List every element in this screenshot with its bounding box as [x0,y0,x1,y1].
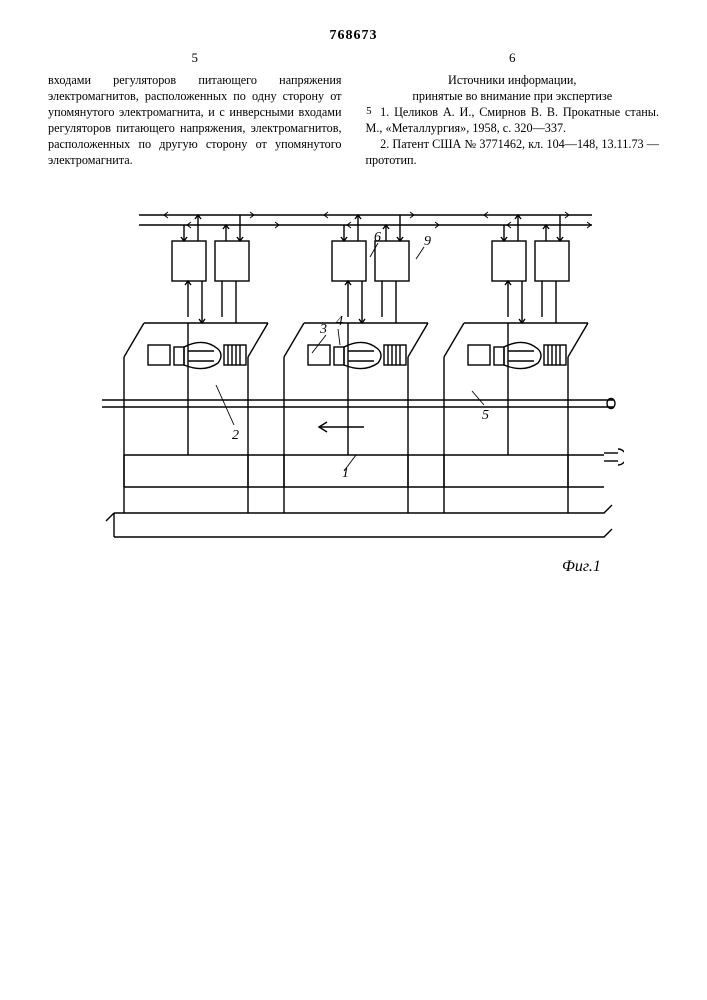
figure-label-1: 1 [342,466,349,481]
figure-label-9: 9 [424,234,431,249]
column-left: 5 входами регуляторов питающего напряжен… [48,50,342,169]
unit-3-upper [492,215,569,323]
figure-1: 1 2 3 4 5 6 9 Фиг.1 [48,195,659,585]
references-heading-1: Источники информации, [366,72,660,88]
reference-1: 5 1. Целиков А. И., Смирнов В. В. Прокат… [366,104,660,136]
figure-label-3: 3 [319,322,327,337]
patent-number: 768673 [48,28,659,44]
references-heading-2: принятые во внимание при экспертизе [366,88,660,104]
side-connector [604,449,624,465]
figure-label-6: 6 [374,230,381,245]
reference-2: 2. Патент США № 3771462, кл. 104—148, 13… [366,136,660,168]
workpiece-tube [102,398,615,432]
figure-label-5: 5 [482,408,489,423]
column-right-number: 6 [366,50,660,66]
figure-label-4: 4 [336,314,343,329]
magnet-heads [148,342,566,368]
column-right: 6 Источники информации, принятые во вним… [366,50,660,169]
figure-svg: 1 2 3 4 5 6 9 Фиг.1 [84,195,624,585]
figure-label-2: 2 [232,428,239,443]
gantry-frame [106,323,612,537]
line-number-5: 5 [352,104,372,119]
reference-1-text: 1. Целиков А. И., Смирнов В. В. Прокатны… [366,105,660,135]
column-left-text: входами регуляторов питающего напряжения… [48,72,342,169]
figure-caption: Фиг.1 [562,558,601,575]
text-columns: 5 входами регуляторов питающего напряжен… [48,50,659,169]
unit-1-upper [172,215,249,323]
column-left-number: 5 [48,50,342,66]
unit-2-upper [332,215,409,323]
